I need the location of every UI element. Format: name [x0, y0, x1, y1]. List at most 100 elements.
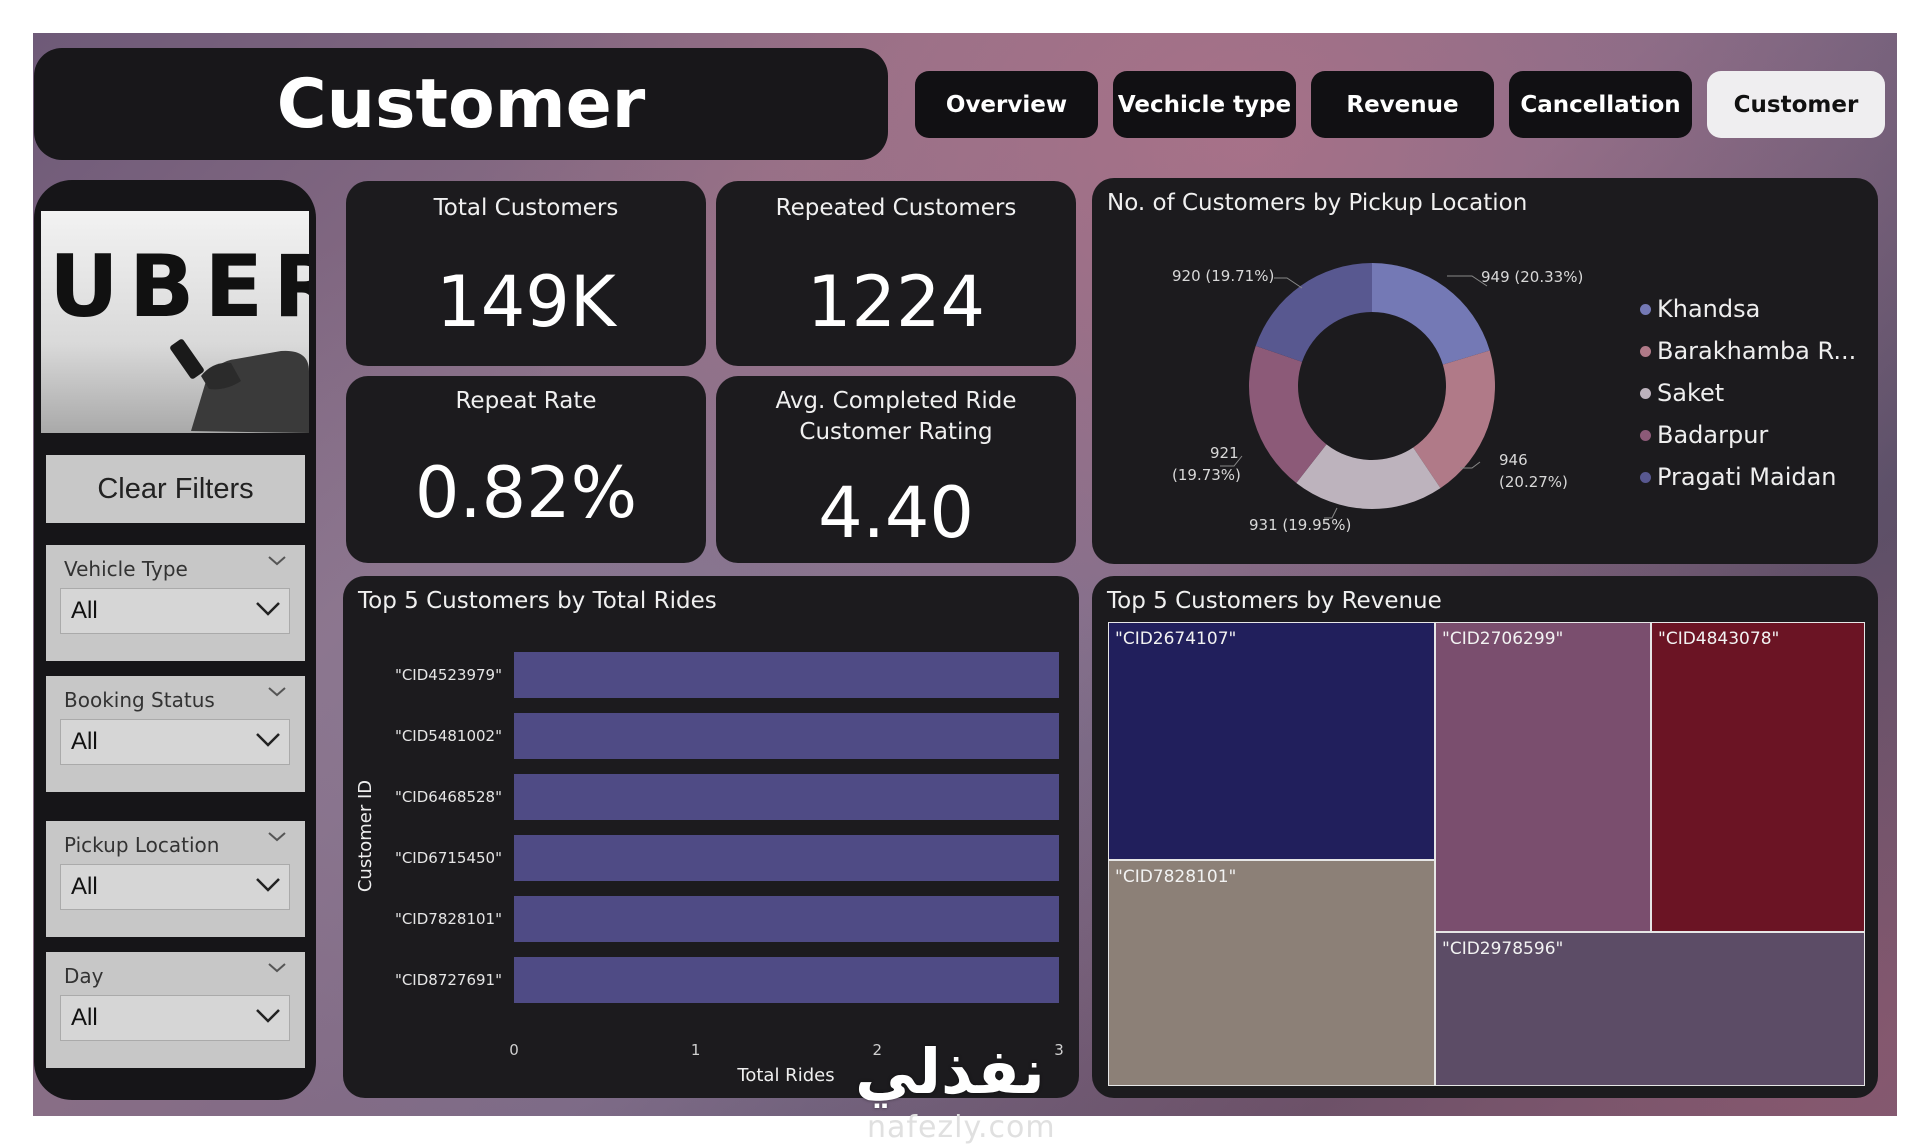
legend-dot — [1640, 429, 1651, 441]
donut-slice[interactable] — [1255, 263, 1372, 362]
legend-dot — [1640, 387, 1651, 399]
kpi-title: Repeated Customers — [775, 195, 1017, 221]
bar[interactable] — [514, 774, 1059, 820]
kpi-total-customers: Total Customers 149K — [346, 181, 706, 366]
x-axis-title: Total Rides — [736, 1065, 834, 1086]
bar[interactable] — [514, 713, 1059, 759]
treemap-cell[interactable]: "CID4843078" — [1651, 622, 1865, 932]
kpi-repeat-rate: Repeat Rate 0.82% — [346, 376, 706, 563]
donut-chart: 949 (20.33%) 946 (20.27%) 931 (19.95%) 9… — [1172, 263, 1583, 534]
y-tick-label: "CID6715450" — [395, 849, 502, 867]
y-tick-label: "CID8727691" — [395, 971, 502, 989]
chevron-down-icon[interactable] — [267, 831, 287, 843]
legend-dot — [1640, 345, 1651, 357]
pickup-location-dropdown[interactable]: All — [60, 864, 290, 910]
kpi-value: 149K — [436, 261, 616, 343]
treemap-title: Top 5 Customers by Revenue — [1107, 588, 1442, 614]
kpi-avg-rating: Avg. Completed Ride Customer Rating 4.40 — [716, 376, 1076, 563]
legend-item[interactable]: Barakhamba R... — [1640, 330, 1856, 372]
kpi-title-line1: Avg. Completed Ride — [775, 388, 1017, 414]
legend-item[interactable]: Pragati Maidan — [1640, 456, 1856, 498]
slicer-label: Pickup Location — [64, 833, 220, 857]
kpi-value: 1224 — [806, 261, 986, 343]
bar[interactable] — [514, 835, 1059, 881]
legend-label: Khandsa — [1657, 295, 1761, 323]
donut-label-barakhamba-pct: (20.27%) — [1499, 473, 1568, 491]
bar[interactable] — [514, 652, 1059, 698]
bar[interactable] — [514, 896, 1059, 942]
booking-status-dropdown[interactable]: All — [60, 719, 290, 765]
treemap-cell[interactable]: "CID7828101" — [1108, 860, 1435, 1086]
donut-label-saket: 931 (19.95%) — [1249, 516, 1351, 534]
treemap-cell-label: "CID7828101" — [1115, 867, 1237, 887]
slicer-label: Booking Status — [64, 688, 215, 712]
legend-label: Pragati Maidan — [1657, 463, 1837, 491]
y-tick-label: "CID4523979" — [395, 666, 502, 684]
watermark-arabic: نفذلي — [855, 1035, 1045, 1108]
donut-label-pragati: 920 (19.71%) — [1172, 267, 1274, 285]
donut-slice[interactable] — [1296, 444, 1441, 510]
y-tick-label: "CID6468528" — [395, 788, 502, 806]
x-tick-label: 0 — [509, 1041, 519, 1059]
legend-item[interactable]: Badarpur — [1640, 414, 1856, 456]
vehicle-type-slicer: Vehicle Type All — [46, 545, 305, 661]
kpi-value: 4.40 — [818, 472, 974, 554]
donut-label-barakhamba: 946 — [1499, 451, 1528, 469]
kpi-title-line2: Customer Rating — [799, 419, 993, 445]
page-title: Customer — [276, 64, 646, 144]
x-tick-label: 3 — [1054, 1041, 1064, 1059]
treemap-cell[interactable]: "CID2706299" — [1435, 622, 1651, 932]
y-axis-title: Customer ID — [355, 780, 376, 892]
chevron-down-icon — [256, 1009, 280, 1023]
logo-text: UBER — [49, 237, 309, 337]
donut-title: No. of Customers by Pickup Location — [1107, 190, 1528, 216]
y-tick-label: "CID7828101" — [395, 910, 502, 928]
chevron-down-icon[interactable] — [267, 962, 287, 974]
treemap-cell-label: "CID2706299" — [1442, 629, 1564, 649]
dropdown-value: All — [71, 1004, 98, 1031]
legend-item[interactable]: Saket — [1640, 372, 1856, 414]
kpi-title: Total Customers — [433, 195, 619, 221]
uber-logo: UBER — [41, 211, 309, 433]
legend-label: Badarpur — [1657, 421, 1769, 449]
chevron-down-icon — [256, 602, 280, 616]
donut-slice[interactable] — [1249, 345, 1327, 483]
watermark-latin: nafezly.com — [867, 1110, 1056, 1145]
nav-cancellation-button[interactable]: Cancellation — [1509, 71, 1692, 138]
chevron-down-icon[interactable] — [267, 555, 287, 567]
day-dropdown[interactable]: All — [60, 995, 290, 1041]
dropdown-value: All — [71, 597, 98, 624]
nav-overview-button[interactable]: Overview — [915, 71, 1098, 138]
page-title-bar: Customer — [34, 48, 888, 160]
nav-vehicle-type-button[interactable]: Vechicle type — [1113, 71, 1296, 138]
kpi-value: 0.82% — [414, 452, 638, 534]
x-tick-label: 1 — [691, 1041, 701, 1059]
nav-revenue-button[interactable]: Revenue — [1311, 71, 1494, 138]
chevron-down-icon[interactable] — [267, 686, 287, 698]
donut-slice[interactable] — [1413, 350, 1495, 489]
y-tick-label: "CID5481002" — [395, 727, 502, 745]
legend-dot — [1640, 471, 1651, 483]
slicer-label: Day — [64, 964, 104, 988]
legend-item[interactable]: Khandsa — [1640, 288, 1856, 330]
chevron-down-icon — [256, 878, 280, 892]
legend-dot — [1640, 303, 1651, 315]
x-tick-label: 2 — [873, 1041, 883, 1059]
bar-chart: "CID4523979" "CID5481002" "CID6468528" "CID… — [355, 652, 1064, 1086]
legend-label: Barakhamba R... — [1657, 337, 1857, 365]
treemap-cell-label: "CID2674107" — [1115, 629, 1237, 649]
day-slicer: Day All — [46, 952, 305, 1068]
vehicle-type-dropdown[interactable]: All — [60, 588, 290, 634]
bar[interactable] — [514, 957, 1059, 1003]
clear-filters-button[interactable]: Clear Filters — [46, 455, 305, 523]
donut-label-khandsa: 949 (20.33%) — [1481, 268, 1583, 286]
donut-legend: Khandsa Barakhamba R... Saket Badarpur P… — [1640, 288, 1856, 498]
legend-label: Saket — [1657, 379, 1725, 407]
donut-slice[interactable] — [1372, 263, 1490, 365]
booking-status-slicer: Booking Status All — [46, 676, 305, 792]
treemap-cell[interactable]: "CID2674107" — [1108, 622, 1435, 860]
bar-chart-title: Top 5 Customers by Total Rides — [358, 588, 717, 614]
treemap-cell-label: "CID2978596" — [1442, 939, 1564, 959]
treemap-cell[interactable]: "CID2978596" — [1435, 932, 1865, 1086]
nav-customer-button[interactable]: Customer — [1707, 71, 1885, 138]
